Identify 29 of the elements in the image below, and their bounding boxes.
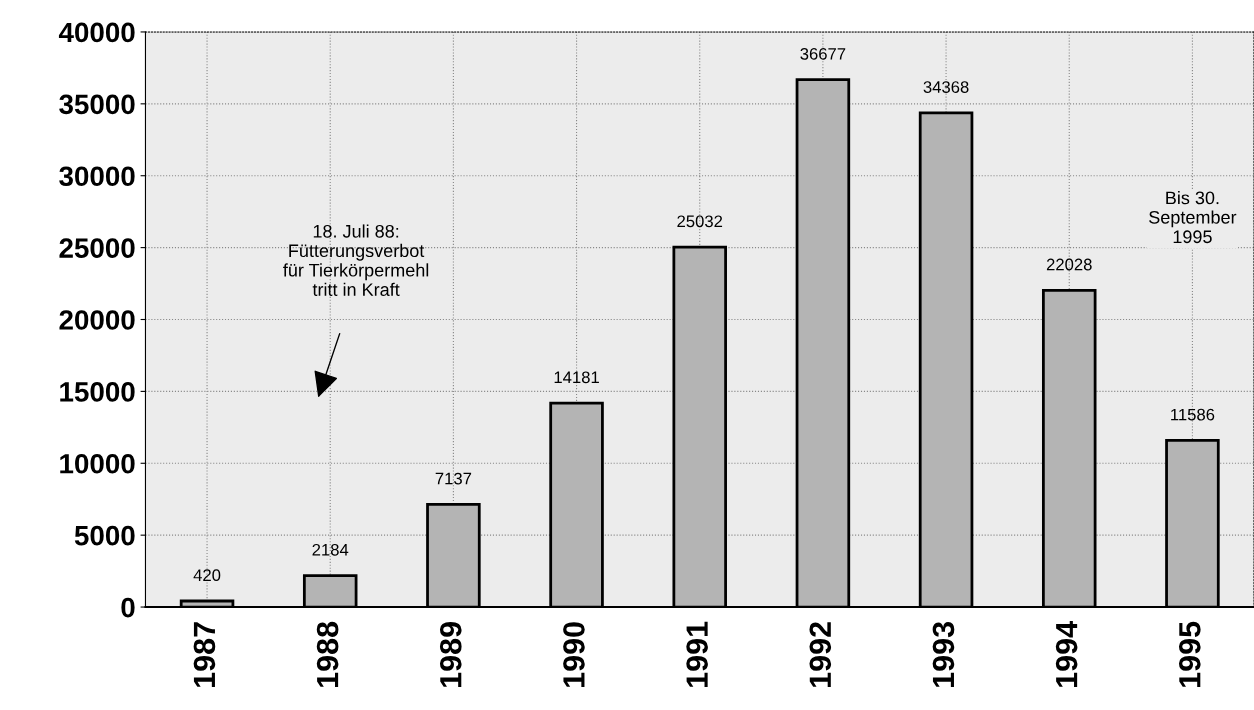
y-tick-label: 15000 [60, 382, 135, 402]
x-tick-label: 1988 [316, 621, 339, 687]
data-label: 7137 [435, 472, 472, 485]
data-label: 11586 [1171, 408, 1215, 421]
data-label: 34368 [923, 81, 969, 93]
y-tick-label: 30000 [59, 166, 135, 187]
x-tick-label: 1987 [193, 622, 216, 687]
data-label: 14181 [554, 371, 599, 384]
x-tick-label: 1995 [1178, 621, 1201, 687]
y-tick-label: 5000 [74, 525, 135, 546]
y-tick-label: 35000 [59, 94, 135, 115]
x-tick-label: 1994 [1055, 621, 1078, 687]
x-tick-label: 1990 [563, 622, 585, 687]
y-tick-label: 20000 [59, 310, 135, 330]
data-label: 420 [193, 569, 221, 582]
data-label: 2184 [312, 543, 349, 556]
y-tick-label: 25000 [59, 238, 135, 258]
data-label: 22028 [1046, 258, 1092, 271]
annotation: 18. Juli 88: Fütterungsverbot für Tierkörpermehl tritt in Kraft [283, 224, 429, 297]
x-tick-label: 1992 [809, 622, 832, 687]
data-label: 25032 [677, 215, 723, 228]
x-tick-label: 1989 [439, 622, 462, 687]
y-tick-label: 0 [121, 597, 135, 618]
y-tick-label: 10000 [60, 453, 135, 474]
x-tick-label: 1991 [686, 621, 708, 687]
annotation: Bis 30. September 1995 [1149, 190, 1237, 244]
x-tick-label: 1993 [932, 622, 955, 687]
y-tick-label: 40000 [58, 22, 135, 43]
data-label: 36677 [800, 47, 846, 60]
